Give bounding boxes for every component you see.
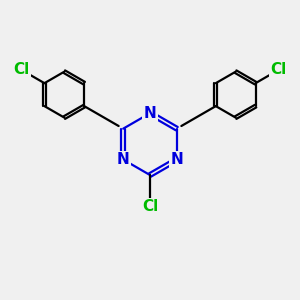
Text: N: N xyxy=(170,152,183,167)
Text: N: N xyxy=(144,106,156,121)
Text: Cl: Cl xyxy=(142,199,158,214)
Text: N: N xyxy=(117,152,130,167)
Text: Cl: Cl xyxy=(270,62,286,77)
Text: Cl: Cl xyxy=(14,62,30,77)
